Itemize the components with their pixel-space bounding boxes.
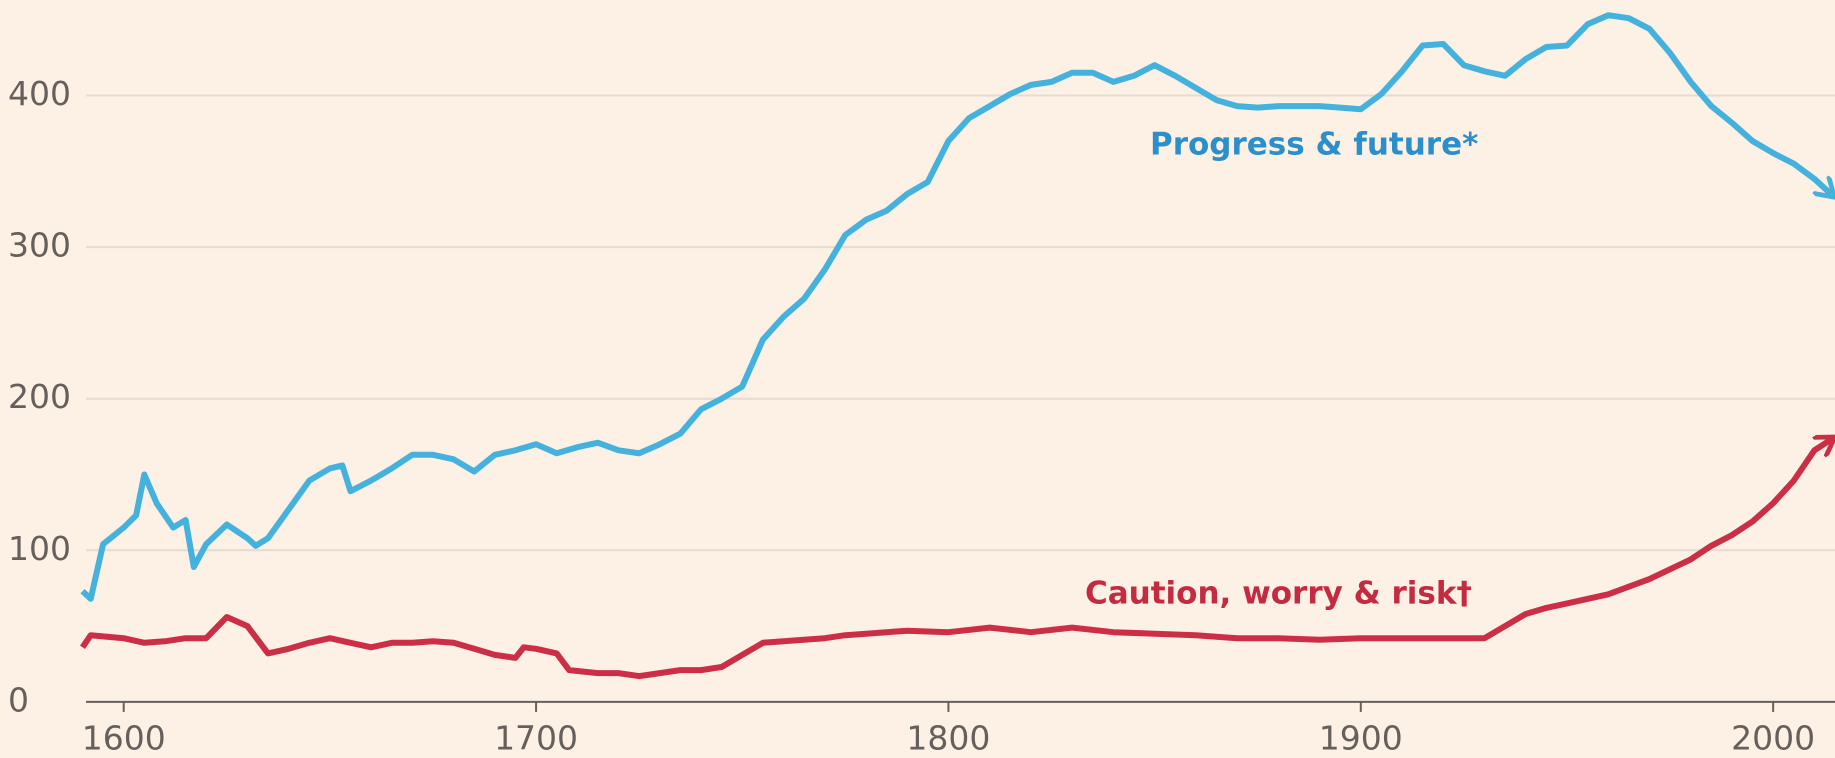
x-tick-label: 2000 [1731, 719, 1815, 758]
y-tick-label: 100 [8, 529, 71, 568]
series-line [80, 12, 1831, 602]
y-tick-label: 200 [8, 377, 71, 416]
x-tick-label: 1900 [1319, 719, 1403, 758]
x-tick-label: 1700 [494, 719, 578, 758]
series-label: Progress & future* [1150, 127, 1478, 163]
series-line [80, 440, 1831, 680]
x-tick-label: 1800 [906, 719, 990, 758]
y-tick-label: 300 [8, 226, 71, 265]
series-label: Caution, worry & risk† [1085, 576, 1472, 612]
y-tick-label: 400 [8, 74, 71, 113]
y-tick-label: 0 [8, 680, 29, 719]
x-tick-label: 1600 [82, 719, 166, 758]
